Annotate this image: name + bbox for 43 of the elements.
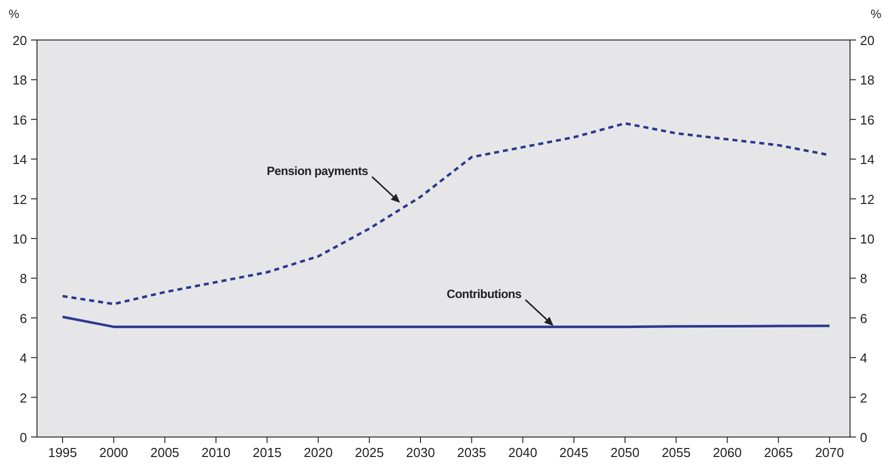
y-tick-label: 20	[12, 33, 27, 48]
y2-tick-label: 8	[860, 271, 868, 286]
y-tick-label: 6	[20, 310, 27, 326]
y2-axis-title: %	[870, 7, 882, 21]
x-tick-label: 2065	[764, 445, 793, 460]
y-tick-label: 12	[12, 192, 27, 207]
y2-tick-label: 10	[860, 232, 874, 246]
y-tick-label: 16	[12, 112, 27, 128]
y-tick-label: 8	[20, 271, 27, 286]
y2-tick-label: 0	[860, 430, 868, 445]
y2-tick-label: 18	[860, 72, 874, 88]
annotation: Pension payments	[266, 164, 369, 178]
x-tick-label: 2070	[815, 445, 844, 460]
x-tick-label: 2025	[354, 445, 384, 460]
x-tick-label: 2035	[457, 445, 486, 460]
y2-tick-label: 6	[860, 310, 868, 326]
y2-tick-label: 4	[860, 350, 868, 366]
y2-tick-label: 2	[860, 390, 868, 406]
y2-tick-label: 12	[860, 192, 874, 207]
y-tick-label: 18	[12, 72, 27, 88]
x-tick-label: 2005	[150, 445, 180, 460]
y2-tick-label: 14	[860, 152, 874, 168]
line-series	[61, 316, 831, 328]
y-tick-label: 14	[12, 152, 27, 168]
annotation: Contributions	[446, 286, 522, 301]
x-tick-label: 2050	[610, 445, 640, 460]
y2-tick-label: 16	[860, 112, 874, 128]
y-tick-label: 2	[20, 390, 27, 406]
x-tick-label: 2055	[662, 445, 691, 460]
y-axis-title: %	[8, 7, 20, 21]
y2-tick-label: 20	[860, 33, 874, 48]
x-tick-label: 2045	[559, 445, 588, 460]
x-tick-label: 2015	[252, 445, 282, 460]
x-tick-label: 1995	[48, 445, 78, 460]
x-tick-label: 2030	[406, 445, 435, 460]
x-tick-label: 2060	[712, 445, 742, 460]
y-tick-label: 0	[20, 430, 27, 445]
x-tick-label: 2020	[304, 445, 333, 460]
x-tick-label: 2040	[508, 445, 538, 460]
x-tick-label: 2010	[202, 445, 230, 460]
y-tick-label: 10	[12, 232, 27, 246]
x-tick-label: 2000	[99, 445, 128, 460]
y-tick-label: 4	[20, 350, 27, 366]
